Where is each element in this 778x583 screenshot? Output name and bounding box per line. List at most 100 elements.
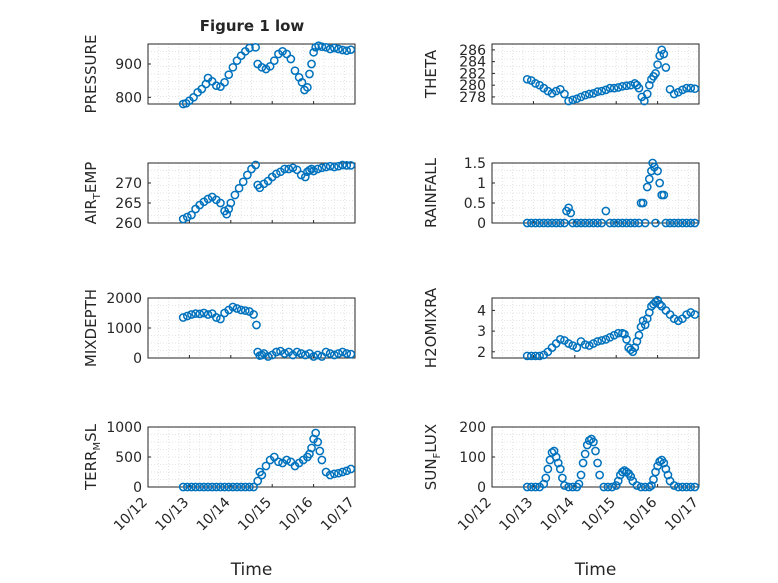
data-point: [686, 218, 696, 228]
data-point: [568, 95, 578, 105]
y-tick-label: 800: [115, 90, 142, 106]
data-point: [338, 45, 347, 55]
figure-title: Figure 1 low: [200, 17, 305, 35]
data-point: [240, 482, 250, 492]
data-point: [216, 314, 225, 324]
data-point: [690, 482, 700, 492]
y-tick-label: 0: [133, 480, 142, 496]
data-point: [682, 218, 691, 228]
data-point: [564, 339, 573, 348]
data-point: [655, 299, 665, 309]
data-point: [309, 352, 318, 361]
data-point: [555, 335, 565, 344]
data-point: [526, 482, 536, 492]
data-point: [226, 198, 236, 208]
data-point: [669, 218, 679, 228]
data-point: [309, 47, 318, 57]
data-point: [531, 482, 540, 492]
data-point: [568, 341, 578, 350]
axes-box: [147, 162, 356, 224]
data-point: [593, 87, 602, 96]
data-point: [334, 44, 343, 54]
data-point: [653, 166, 662, 176]
y-tick-label: 278: [459, 90, 486, 106]
data-point: [329, 469, 339, 479]
y-tick-label: 1000: [106, 321, 142, 337]
data-point: [690, 84, 700, 94]
data-point: [626, 345, 636, 355]
data-point: [589, 218, 598, 228]
data-point: [211, 313, 221, 322]
data-point: [249, 482, 258, 492]
data-point: [613, 83, 623, 92]
data-point: [605, 83, 615, 93]
data-point: [342, 349, 352, 358]
y-tick-label: 0.5: [464, 196, 486, 212]
data-point: [236, 305, 246, 315]
data-point: [329, 162, 339, 172]
data-point: [622, 218, 631, 228]
data-point: [605, 218, 615, 228]
y-tick-label: 900: [115, 57, 142, 73]
data-point: [329, 350, 339, 360]
data-point: [207, 482, 217, 492]
data-point: [589, 89, 598, 98]
data-point: [576, 470, 586, 480]
y-tick-label: 284: [459, 55, 486, 71]
data-point: [539, 218, 549, 228]
data-point: [644, 174, 654, 184]
data-point: [651, 218, 660, 228]
data-point: [651, 297, 660, 307]
data-point: [313, 350, 323, 360]
data-point: [595, 470, 604, 480]
axes-box: [491, 297, 700, 359]
data-point: [578, 458, 588, 468]
data-point: [292, 347, 302, 357]
data-point: [182, 212, 192, 222]
data-point: [580, 90, 590, 100]
y-axis-label: MIXDEPTH: [82, 289, 100, 367]
data-point: [653, 295, 662, 305]
data-point: [560, 481, 569, 490]
subplot-h2omixra: 2 3 4 H2OMIXRA: [422, 287, 700, 368]
data-point: [197, 84, 207, 94]
data-point: [653, 60, 662, 69]
data-point: [265, 61, 275, 71]
data-point: [329, 43, 339, 53]
data-point: [216, 482, 225, 492]
data-point: [290, 66, 300, 76]
data-point: [661, 63, 671, 72]
y-tick-label: 100: [459, 450, 486, 466]
data-point: [589, 437, 598, 447]
data-point: [682, 482, 691, 492]
data-point: [187, 210, 196, 220]
data-point: [678, 482, 687, 492]
data-point: [576, 218, 586, 228]
data-point: [634, 218, 644, 228]
axes-box: [491, 43, 700, 105]
data-point: [613, 218, 623, 228]
data-point: [317, 455, 327, 465]
data-point: [309, 166, 318, 176]
data-point: [195, 482, 205, 492]
data-point: [642, 89, 652, 99]
data-point: [640, 96, 649, 106]
data-point: [187, 310, 196, 319]
data-point: [325, 44, 335, 54]
data-point: [311, 428, 321, 438]
data-point: [274, 457, 283, 467]
data-point: [555, 464, 565, 474]
data-point: [603, 482, 613, 492]
data-point: [560, 89, 569, 99]
data-point: [280, 349, 289, 358]
data-point: [307, 59, 316, 69]
data-point: [249, 310, 258, 319]
data-point: [535, 218, 544, 228]
data-point: [686, 308, 696, 317]
data-point: [325, 349, 335, 358]
data-point: [678, 85, 687, 95]
data-point: [338, 467, 347, 477]
y-axis-label: SUNFLUX: [422, 424, 443, 490]
data-point: [560, 218, 569, 228]
data-point: [597, 218, 607, 228]
